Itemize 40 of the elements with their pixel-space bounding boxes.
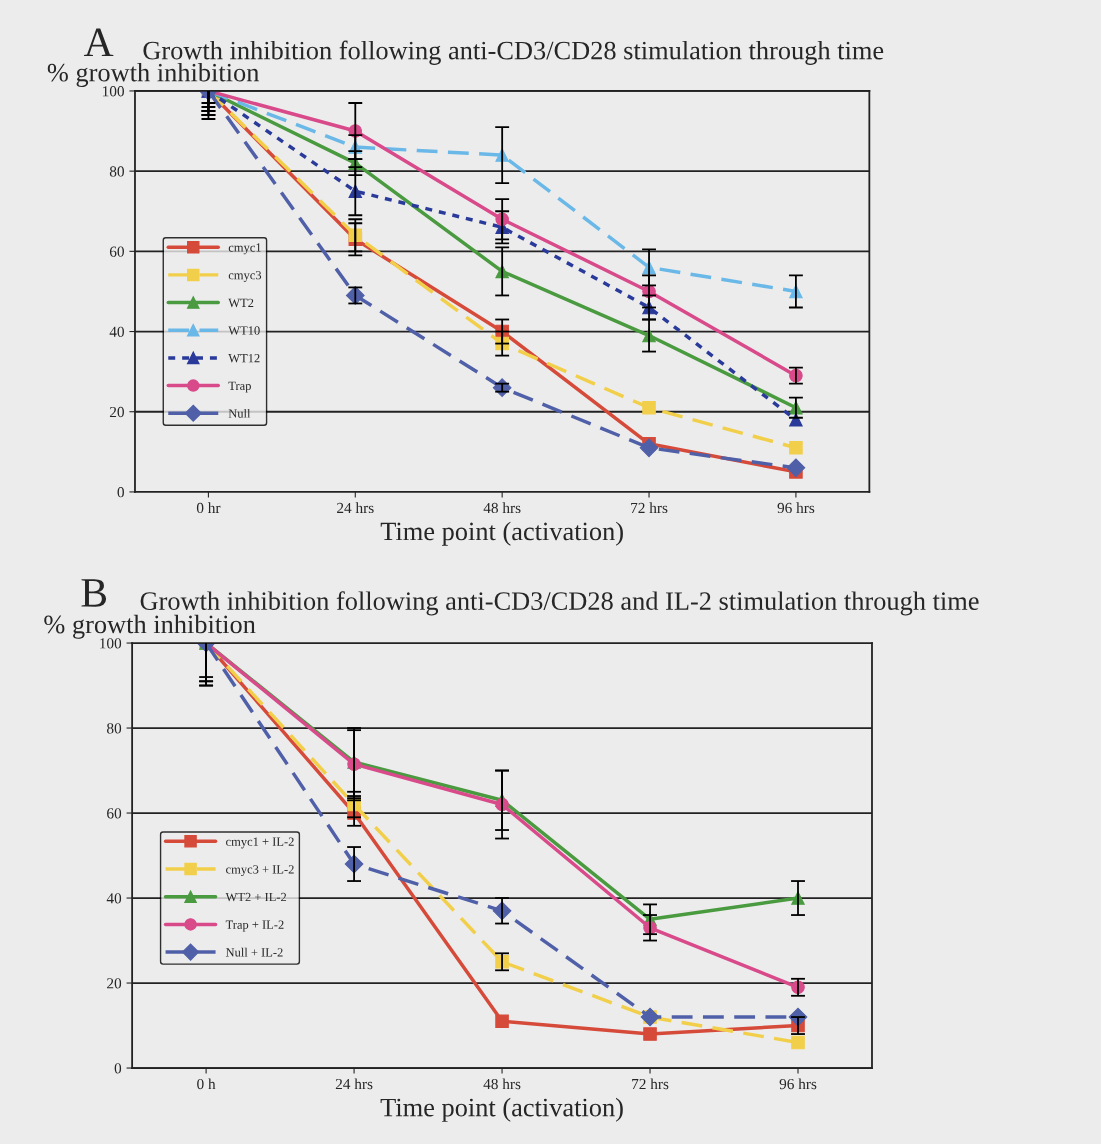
text: A: [83, 28, 114, 57]
legend-label: cmyc1: [228, 243, 261, 255]
y-tick-label: 100: [100, 638, 122, 649]
legend-label: cmyc3 + IL-2: [226, 865, 294, 877]
legend-label: WT2: [228, 298, 254, 308]
y-tick-label: 20: [109, 406, 124, 418]
legend-label: Trap: [228, 381, 251, 393]
y-tick-label: 40: [109, 326, 124, 337]
y-tick-label: 60: [109, 246, 124, 257]
legend-label: cmyc1 + IL-2: [226, 837, 294, 849]
y-tick-label: 80: [109, 166, 124, 177]
x-tick-label: 72 hrs: [631, 502, 668, 514]
legend-label: Null: [228, 408, 251, 418]
legend-label: Null + IL-2: [225, 947, 283, 957]
legend-label: WT10: [228, 326, 260, 335]
x-tick-label: 24 hrs: [335, 1078, 373, 1090]
y-tick-label: 0: [117, 487, 124, 498]
text: B: [81, 579, 107, 607]
x-tick-label: 96 hrs: [777, 502, 815, 514]
x-tick-label: 24 hrs: [337, 502, 374, 514]
legend-label: Trap + IL-2: [225, 920, 284, 932]
y-tick-label: 40: [106, 893, 122, 904]
y-tick-label: 0: [114, 1063, 122, 1074]
x-tick-label: 72 hrs: [632, 1078, 669, 1090]
legend-label: WT12: [228, 354, 260, 363]
x-tick-label: 0 h: [197, 1078, 216, 1090]
x-tick-label: 0 hr: [196, 502, 221, 514]
x-axis-title: Time point (activation): [380, 1097, 623, 1122]
y-tick-label: 100: [102, 86, 124, 97]
x-tick-label: 48 hrs: [483, 502, 521, 514]
x-tick-label: 96 hrs: [779, 1078, 817, 1090]
x-tick-label: 48 hrs: [483, 1078, 521, 1090]
y-tick-label: 60: [107, 808, 122, 819]
y-tick-label: 20: [107, 978, 122, 989]
y-axis-title: % growth inhibition: [47, 62, 260, 87]
legend-label: WT2 + IL-2: [225, 892, 287, 902]
x-axis-title: Time point (activation): [380, 521, 623, 546]
y-axis-title: % growth inhibition: [44, 614, 256, 639]
y-tick-label: 80: [107, 723, 122, 734]
legend-label: cmyc3: [228, 270, 262, 282]
